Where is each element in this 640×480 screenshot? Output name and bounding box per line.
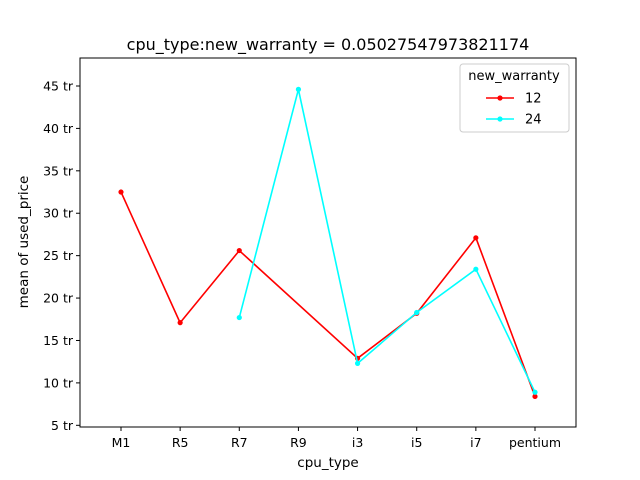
x-axis-label: cpu_type bbox=[297, 455, 358, 471]
data-point-24 bbox=[414, 309, 420, 316]
legend-title: new_warranty bbox=[468, 69, 560, 84]
y-tick-label: 40 tr bbox=[43, 121, 74, 136]
data-point-24 bbox=[532, 389, 538, 395]
axes-layer: M1 R5 R7 R9 i3 i5 i7 pentium 5 tr 10 tr 15 tr 20 tr… bbox=[43, 78, 561, 450]
data-point-12 bbox=[118, 189, 124, 195]
y-tick-label: 30 tr bbox=[43, 206, 74, 221]
series-line-24 bbox=[238, 89, 536, 393]
data-point-24 bbox=[236, 314, 242, 321]
plot-frame bbox=[79, 57, 577, 428]
x-tick-label: pentium bbox=[509, 435, 561, 450]
y-tick-label: 10 tr bbox=[43, 375, 74, 390]
y-tick-label: 45 tr bbox=[43, 78, 74, 93]
data-point-12 bbox=[236, 247, 242, 254]
legend-marker-12 bbox=[497, 95, 503, 101]
data-point-12 bbox=[177, 320, 183, 326]
chart-title: cpu_type:new_warranty = 0.05027547973821… bbox=[127, 35, 530, 55]
y-axis-label: mean of used_price bbox=[16, 176, 32, 309]
y-tick-label: 35 tr bbox=[43, 163, 74, 178]
series-layer bbox=[118, 86, 538, 400]
data-point-12 bbox=[473, 235, 479, 241]
x-tick-label: i3 bbox=[352, 435, 363, 450]
legend-label-24: 24 bbox=[525, 113, 542, 128]
y-tick-label: 20 tr bbox=[43, 291, 74, 306]
data-point-24 bbox=[295, 86, 302, 92]
data-point-24 bbox=[354, 360, 361, 366]
legend-label-12: 12 bbox=[525, 92, 542, 107]
x-tick-label: R9 bbox=[290, 435, 307, 450]
x-tick-label: i5 bbox=[411, 435, 422, 450]
y-tick-label: 25 tr bbox=[43, 248, 74, 263]
data-point-24 bbox=[473, 266, 479, 272]
x-tick-label: M1 bbox=[112, 435, 131, 450]
x-tick-label: R5 bbox=[172, 435, 189, 450]
legend-marker-24 bbox=[497, 116, 503, 122]
y-tick-label: 5 tr bbox=[51, 418, 74, 433]
legend-box bbox=[459, 63, 570, 133]
data-point-12 bbox=[532, 393, 538, 400]
x-tick-label: R7 bbox=[231, 435, 248, 450]
y-tick-label: 15 tr bbox=[43, 333, 74, 348]
x-tick-label: i7 bbox=[470, 435, 481, 450]
